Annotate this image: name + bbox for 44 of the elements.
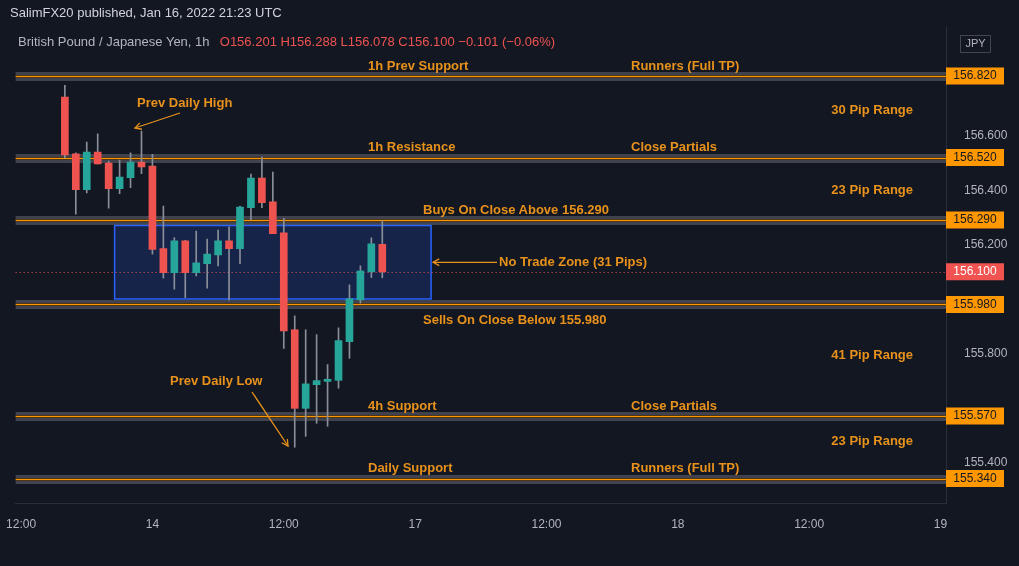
annotation: 41 Pip Range <box>831 346 913 362</box>
ref-line-label: 156.520 <box>953 149 998 164</box>
text: SalimFX20 published, Jan 16, 2022 21:23 UTC <box>10 4 282 20</box>
ref-line-label: 155.570 <box>953 408 998 423</box>
annotation: 30 Pip Range <box>831 101 913 117</box>
annotation: Prev Daily Low <box>170 372 264 388</box>
y-tick-label: 155.400 <box>964 454 1008 469</box>
annotation: Buys On Close Above 156.290 <box>423 201 609 217</box>
annotation: Prev Daily High <box>137 94 233 110</box>
annotation: Daily Support <box>368 460 454 476</box>
ref-line-label: 156.820 <box>953 68 998 83</box>
candlestick <box>203 238 211 289</box>
annotation: Runners (Full TP) <box>631 57 740 73</box>
x-tick-label: 14 <box>145 516 160 531</box>
x-tick-label: 12:00 <box>268 516 300 531</box>
ref-line-label: 155.980 <box>953 296 998 311</box>
band-label: No Trade Zone (31 Pips) <box>499 253 648 269</box>
annotation: Close Partials <box>631 139 717 155</box>
annotation: 1h Resistance <box>368 139 456 155</box>
text: O156.201 H156.288 L156.078 C156.100 −0.101 (−0.06%) <box>219 33 556 49</box>
annotation: Sells On Close Below 155.980 <box>423 312 607 328</box>
candlestick <box>225 226 233 301</box>
x-tick-label: 12:00 <box>794 516 825 531</box>
annotation: 4h Support <box>368 397 438 413</box>
annotation: Runners (Full TP) <box>631 460 740 476</box>
ref-line-label: 156.290 <box>953 212 998 227</box>
x-tick-label: 18 <box>671 516 685 531</box>
text: British Pound / Japanese Yen, 1h <box>18 33 210 49</box>
ref-line-label: 155.340 <box>953 470 998 485</box>
y-axis-title: JPY <box>965 37 987 50</box>
y-tick-label: 156.400 <box>964 182 1008 197</box>
x-tick-label: 17 <box>408 516 423 531</box>
y-tick-label: 155.800 <box>964 345 1008 360</box>
y-tick-label: 156.200 <box>964 236 1008 251</box>
ref-line-label: 156.100 <box>953 264 998 279</box>
annotation: 1h Prev Support <box>368 57 470 73</box>
annotation: Close Partials <box>631 397 717 413</box>
candlestick <box>301 329 310 437</box>
annotation: 23 Pip Range <box>831 432 913 448</box>
x-tick-label: 12:00 <box>6 516 37 531</box>
annotation: 23 Pip Range <box>831 181 913 197</box>
x-tick-label: 19 <box>933 516 948 531</box>
y-tick-label: 156.600 <box>964 128 1008 143</box>
x-tick-label: 12:00 <box>531 516 562 531</box>
